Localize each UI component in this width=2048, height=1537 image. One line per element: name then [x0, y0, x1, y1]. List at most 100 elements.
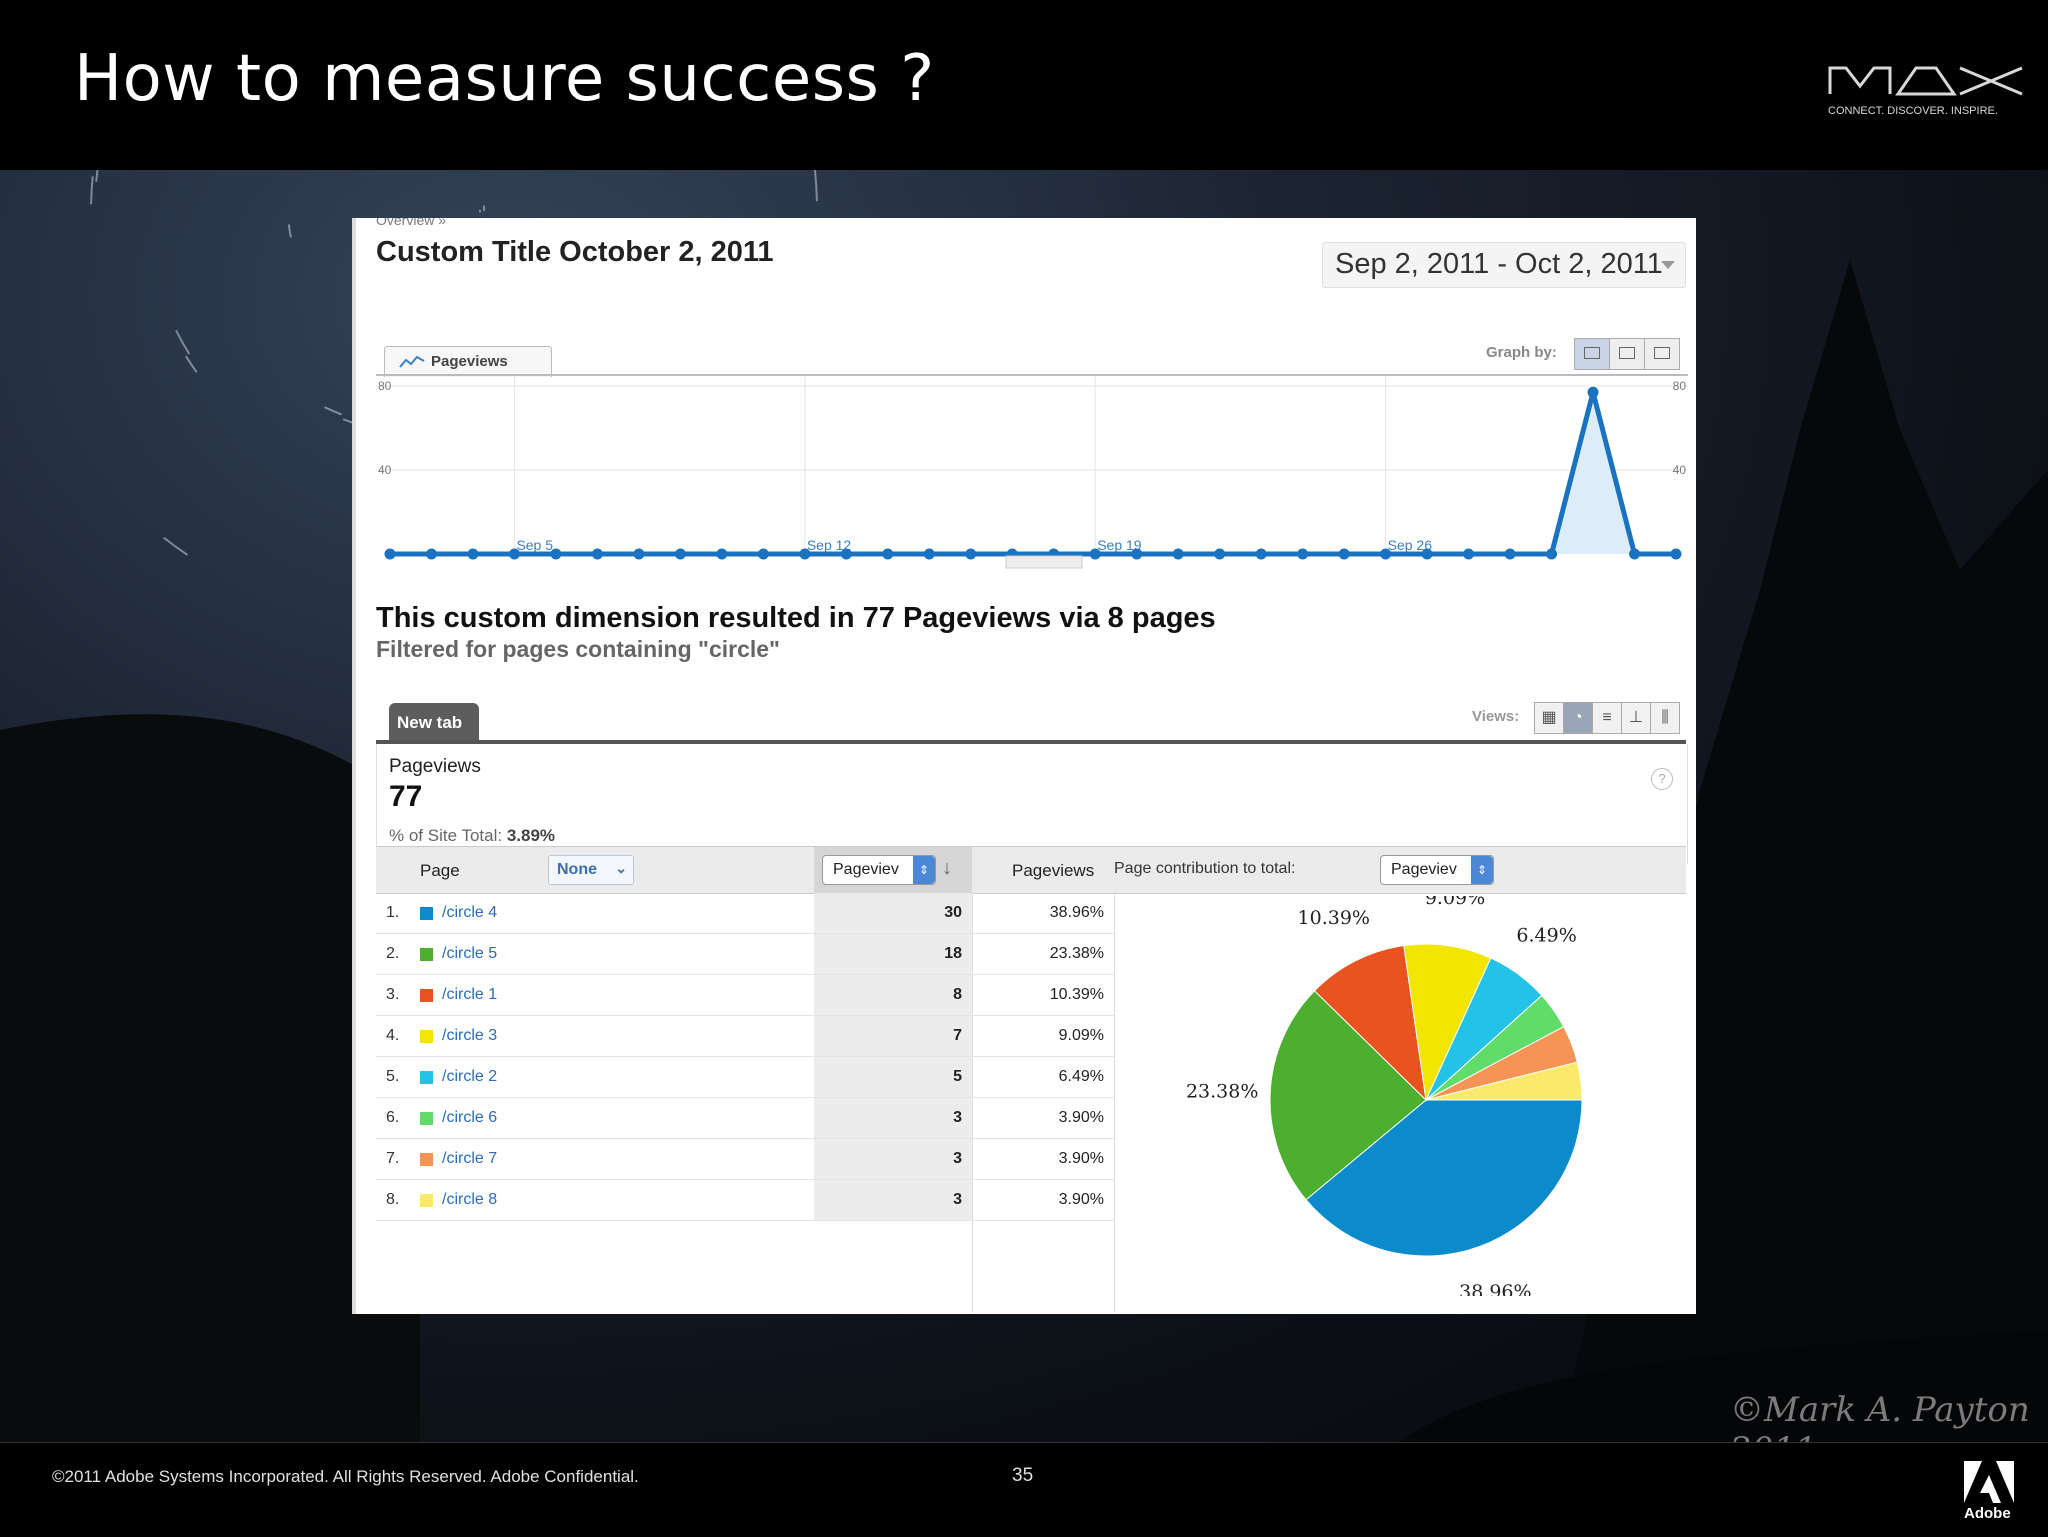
metric-label: Pageviews — [389, 756, 481, 778]
panel-left-rule — [352, 218, 356, 1314]
data-point — [509, 549, 520, 560]
sort-metric-select[interactable]: Pageviev ⇕ — [822, 855, 936, 885]
page-link[interactable]: /circle 8 — [442, 1191, 497, 1209]
data-point — [1214, 549, 1225, 560]
series-color-swatch — [420, 1112, 433, 1125]
data-point — [1588, 387, 1599, 398]
pivot-view-button[interactable]: ⫼ — [1650, 702, 1680, 734]
pageviews-percent: 3.90% — [974, 1191, 1104, 1209]
bars-icon: ≡ — [1602, 709, 1611, 726]
data-point — [1546, 549, 1557, 560]
chevron-down-icon — [1661, 261, 1675, 269]
graph-by-week-button[interactable] — [1609, 338, 1645, 370]
pageviews-value: 5 — [814, 1068, 962, 1086]
metric-selector-label: Pageviews — [431, 353, 508, 370]
pie-slice-label: 6.49% — [1516, 924, 1576, 946]
page-link[interactable]: /circle 5 — [442, 945, 497, 963]
table-view-button[interactable]: ▦ — [1534, 702, 1564, 734]
row-rank: 7. — [386, 1150, 399, 1168]
pageviews-value: 18 — [814, 945, 962, 963]
filter-description: Filtered for pages containing "circle" — [376, 636, 780, 663]
graph-by-month-button[interactable] — [1644, 338, 1680, 370]
graph-by-day-button[interactable] — [1574, 338, 1610, 370]
column-header-pageviews[interactable]: Pageviews — [1012, 861, 1094, 881]
table-header: Page None ⌄ Pageviev ⇕ ↓ Pageviews Page … — [376, 846, 1686, 894]
pageviews-value: 30 — [814, 904, 962, 922]
pageviews-value: 3 — [814, 1109, 962, 1127]
grid-icon: ▦ — [1541, 709, 1556, 726]
star-trail — [91, 176, 93, 204]
y-tick-label: 80 — [378, 379, 392, 393]
page-link[interactable]: /circle 4 — [442, 904, 497, 922]
data-point — [1173, 549, 1184, 560]
data-point — [385, 549, 396, 560]
star-trail — [324, 407, 341, 414]
column-header-page[interactable]: Page — [420, 861, 460, 881]
metric-selector[interactable]: Pageviews — [384, 346, 552, 377]
page-link[interactable]: /circle 3 — [442, 1027, 497, 1045]
pie-icon: ◔ — [1573, 709, 1583, 726]
date-range-label: Sep 2, 2011 - Oct 2, 2011 — [1335, 248, 1663, 281]
page-link[interactable]: /circle 2 — [442, 1068, 497, 1086]
breadcrumb[interactable]: Overview » — [376, 218, 446, 228]
data-point — [1131, 549, 1142, 560]
pie-slice-label: 38.96% — [1459, 1281, 1531, 1296]
secondary-dimension-select[interactable]: None ⌄ — [548, 855, 634, 885]
y-tick-label: 40 — [378, 463, 392, 477]
secondary-dimension-value: None — [557, 861, 597, 879]
data-point — [1256, 549, 1267, 560]
y-tick-label: 80 — [1673, 379, 1687, 393]
chevron-double-down-icon: ⌄ — [615, 860, 627, 877]
data-point — [758, 549, 769, 560]
page-link[interactable]: /circle 7 — [442, 1150, 497, 1168]
series-color-swatch — [420, 1153, 433, 1166]
performance-view-button[interactable]: ≡ — [1592, 702, 1622, 734]
stepper-icon: ⇕ — [1471, 856, 1493, 884]
date-range-picker[interactable]: Sep 2, 2011 - Oct 2, 2011 — [1322, 242, 1686, 288]
data-point — [1463, 549, 1474, 560]
page-link[interactable]: /circle 1 — [442, 986, 497, 1004]
data-point — [1297, 549, 1308, 560]
x-tick-label: Sep 5 — [516, 537, 553, 553]
max-tagline: CONNECT. DISCOVER. INSPIRE. — [1828, 105, 1998, 117]
tab-new-tab[interactable]: New tab — [389, 703, 479, 741]
pie-slice-label: 9.09% — [1425, 896, 1485, 909]
pageviews-percent: 10.39% — [974, 986, 1104, 1004]
pageviews-value: 7 — [814, 1027, 962, 1045]
pageviews-percent: 9.09% — [974, 1027, 1104, 1045]
contribution-metric-select[interactable]: Pageviev ⇕ — [1380, 855, 1494, 885]
help-icon[interactable]: ? — [1651, 768, 1673, 790]
comparison-view-button[interactable]: ⊥ — [1621, 702, 1651, 734]
star-trail — [164, 538, 188, 555]
series-color-swatch — [420, 1194, 433, 1207]
pie-view-button[interactable]: ◔ — [1563, 702, 1593, 734]
day-icon — [1584, 347, 1600, 359]
summary-heading: This custom dimension resulted in 77 Pag… — [376, 602, 1216, 635]
data-point — [550, 549, 561, 560]
page-number: 35 — [1012, 1465, 1033, 1487]
chart-collapse-handle — [1006, 556, 1082, 568]
data-point — [675, 549, 686, 560]
graph-by-label: Graph by: — [1486, 344, 1557, 361]
tab-label: New tab — [397, 713, 462, 733]
page-link[interactable]: /circle 6 — [442, 1109, 497, 1127]
contribution-metric-value: Pageviev — [1391, 861, 1457, 879]
data-point — [1671, 549, 1682, 560]
pie-slice-label: 23.38% — [1186, 1081, 1258, 1103]
sort-descending-icon[interactable]: ↓ — [942, 857, 952, 880]
pageviews-percent: 6.49% — [974, 1068, 1104, 1086]
analytics-report-panel: Overview » Custom Title October 2, 2011 … — [352, 218, 1696, 1314]
data-point — [1380, 549, 1391, 560]
data-point — [965, 549, 976, 560]
pageviews-value: 8 — [814, 986, 962, 1004]
